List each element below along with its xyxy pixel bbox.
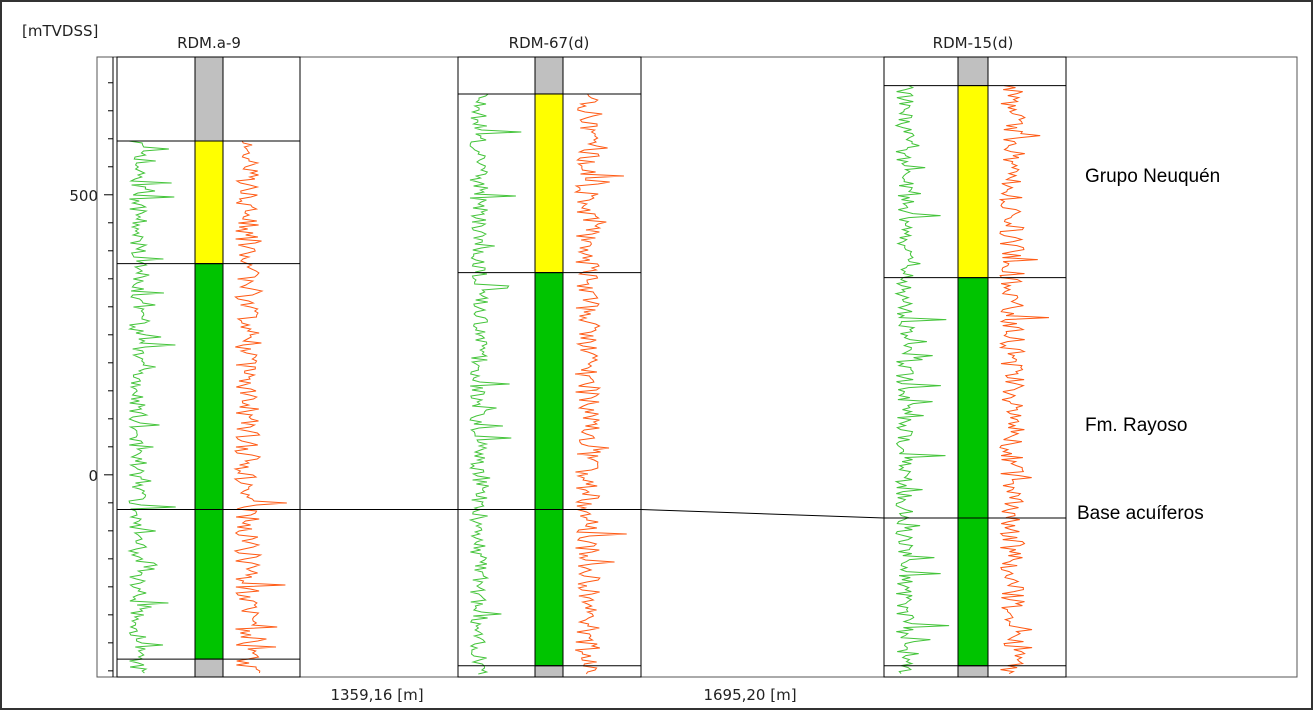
well-name: RDM-67(d) [509, 34, 590, 52]
zone-rayoso [534, 272, 564, 667]
zone-top [534, 56, 564, 95]
well-spacing: 1695,20 [m] [703, 686, 796, 704]
y-tick-label: 0 [88, 467, 98, 485]
well-spacing: 1359,16 [m] [330, 686, 423, 704]
zone-top [957, 56, 989, 87]
zone-neuquen [534, 93, 564, 274]
gr-curve [894, 85, 950, 674]
well-name: RDM-15(d) [933, 34, 1014, 52]
formation-label: Base acuíferos [1077, 503, 1204, 524]
formation-label: Grupo Neuquén [1085, 166, 1220, 187]
zone-neuquen [957, 85, 989, 279]
formation-label: Fm. Rayoso [1085, 415, 1187, 436]
correlation-line [640, 509, 885, 519]
y-tick-label: 500 [69, 187, 98, 205]
res-curve [233, 140, 287, 674]
gr-curve [127, 140, 176, 674]
zone-rayoso [194, 263, 224, 660]
zone-neuquen [194, 140, 224, 265]
zone-rayoso [957, 277, 989, 667]
well-name: RDM.a-9 [177, 34, 241, 52]
gr-curve [468, 93, 522, 675]
res-curve [998, 85, 1050, 675]
zone-bottom [957, 665, 989, 678]
zone-top [194, 56, 224, 142]
zone-bottom [534, 665, 564, 678]
res-curve [573, 93, 627, 675]
zone-bottom [194, 658, 224, 678]
axis-label: [mTVDSS] [22, 22, 98, 40]
